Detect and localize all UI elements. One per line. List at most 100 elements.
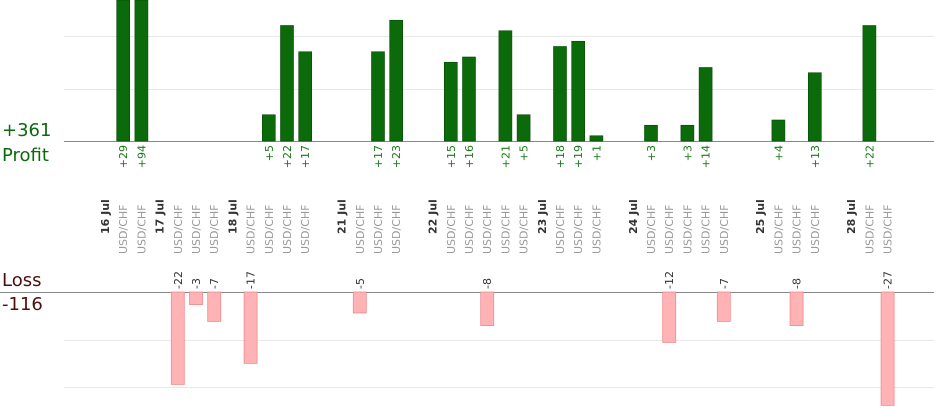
loss-value-label: -8 <box>481 278 494 289</box>
pair-label: USD/CHF <box>390 205 403 255</box>
profit-bar <box>589 135 604 142</box>
loss-bar <box>243 291 258 364</box>
profit-value-label: +94 <box>135 145 148 168</box>
profit-value-label: +13 <box>809 145 822 168</box>
profit-total: +361 <box>2 120 52 141</box>
loss-value-label: -7 <box>208 278 221 289</box>
profit-value-label: +22 <box>281 145 294 168</box>
pair-label: USD/CHF <box>518 205 531 255</box>
loss-value-label: -17 <box>245 271 258 289</box>
pair-label: USD/CHF <box>263 205 276 255</box>
loss-total: -116 <box>2 294 43 315</box>
profit-bar <box>134 0 149 142</box>
profit-value-label: +3 <box>681 145 694 161</box>
loss-bar <box>716 291 731 322</box>
date-label: 18 Jul <box>226 199 239 234</box>
pair-label: USD/CHF <box>882 205 895 255</box>
profit-bar <box>371 51 385 142</box>
profit-value-label: +23 <box>390 145 403 168</box>
pair-label: USD/CHF <box>791 205 804 255</box>
pair-label: USD/CHF <box>445 205 458 255</box>
pair-label: USD/CHF <box>590 205 603 255</box>
pair-label: USD/CHF <box>863 205 876 255</box>
profit-value-label: +17 <box>372 145 385 168</box>
profit-value-label: +3 <box>645 145 658 161</box>
loss-value-label: -3 <box>190 278 203 289</box>
loss-label: Loss <box>2 270 42 291</box>
pair-label: USD/CHF <box>245 205 258 255</box>
loss-value-label: -22 <box>172 271 185 289</box>
profit-bar <box>553 46 567 142</box>
pair-label: USD/CHF <box>554 205 567 255</box>
profit-bar <box>862 25 877 142</box>
profit-bar <box>680 124 695 142</box>
profit-bar <box>298 51 313 142</box>
trade-value-labels: +29 +94 -22 -3 -7 -17 +5 +22 +17 -5 +17 +23 +15 +16 -8… <box>117 145 894 289</box>
pair-label: USD/CHF <box>354 205 367 255</box>
date-label: 25 Jul <box>754 199 767 234</box>
category-labels: USD/CHF USD/CHF USD/CHF USD/CHF USD/CHF USD/C… <box>99 199 895 254</box>
profit-value-label: +29 <box>117 145 130 168</box>
pair-label: USD/CHF <box>499 205 512 255</box>
pair-label: USD/CHF <box>663 205 676 255</box>
profit-bar <box>116 0 130 142</box>
profit-value-label: +18 <box>554 145 567 168</box>
profit-bar <box>462 56 476 142</box>
profit-bar <box>443 61 458 142</box>
baselines <box>0 141 934 293</box>
loss-bar <box>189 291 203 306</box>
profit-bar <box>516 114 531 142</box>
date-label: 16 Jul <box>99 199 112 234</box>
loss-bar <box>662 291 677 343</box>
date-label: 28 Jul <box>845 199 858 234</box>
profit-value-label: +19 <box>572 145 585 168</box>
loss-value-label: -5 <box>354 278 367 289</box>
profit-bar <box>261 114 276 142</box>
profit-bar <box>698 67 713 142</box>
profit-value-label: +17 <box>299 145 312 168</box>
date-label: 17 Jul <box>154 199 167 234</box>
profit-bar <box>644 124 658 142</box>
pair-label: USD/CHF <box>208 205 221 255</box>
profit-value-label: +16 <box>463 145 476 168</box>
profit-bar <box>498 30 513 142</box>
pair-label: USD/CHF <box>281 205 294 255</box>
pair-label: USD/CHF <box>645 205 658 255</box>
profit-value-label: +15 <box>445 145 458 168</box>
pair-label: USD/CHF <box>481 205 494 255</box>
pair-label: USD/CHF <box>190 205 203 255</box>
profit-bar <box>771 119 786 142</box>
profit-label: Profit <box>2 145 49 166</box>
pair-label: USD/CHF <box>718 205 731 255</box>
profit-value-label: +21 <box>499 145 512 168</box>
pair-label: USD/CHF <box>772 205 785 255</box>
trade-bars <box>116 0 895 406</box>
pair-label: USD/CHF <box>463 205 476 255</box>
pair-label: USD/CHF <box>681 205 694 255</box>
date-label: 21 Jul <box>336 199 349 234</box>
pair-label: USD/CHF <box>809 205 822 255</box>
loss-bar <box>880 291 895 406</box>
loss-bar <box>207 291 222 322</box>
pair-label: USD/CHF <box>117 205 130 255</box>
profit-value-label: +4 <box>772 145 785 161</box>
pair-label: USD/CHF <box>700 205 713 255</box>
date-label: 22 Jul <box>427 199 440 234</box>
loss-value-label: -27 <box>882 271 895 289</box>
profit-bar <box>280 25 294 142</box>
pair-label: USD/CHF <box>372 205 385 255</box>
pair-label: USD/CHF <box>299 205 312 255</box>
loss-value-label: -8 <box>791 278 804 289</box>
date-label: 24 Jul <box>627 199 640 234</box>
loss-bar <box>170 291 185 385</box>
profit-value-label: +5 <box>263 145 276 161</box>
profit-value-label: +5 <box>518 145 531 161</box>
loss-value-label: -12 <box>663 271 676 289</box>
profit-value-label: +1 <box>590 145 603 161</box>
profit-bar <box>571 40 586 142</box>
loss-bar <box>352 291 367 314</box>
loss-bar <box>789 291 804 326</box>
date-label: 23 Jul <box>536 199 549 234</box>
loss-bar <box>480 291 495 326</box>
